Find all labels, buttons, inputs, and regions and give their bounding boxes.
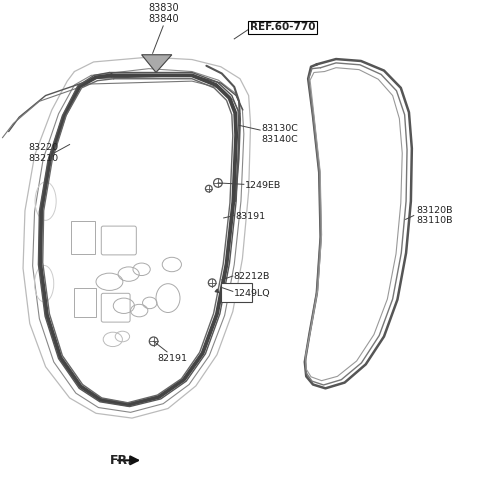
Text: 82191: 82191 bbox=[158, 354, 188, 363]
Text: REF.60-770: REF.60-770 bbox=[250, 22, 315, 32]
Text: 83220
83210: 83220 83210 bbox=[29, 144, 59, 163]
Text: 83191: 83191 bbox=[235, 212, 265, 221]
Bar bbox=[221, 283, 252, 302]
Text: 1249LQ: 1249LQ bbox=[234, 289, 270, 298]
Text: 83130C
83140C: 83130C 83140C bbox=[262, 124, 299, 144]
Text: 83830
83840: 83830 83840 bbox=[148, 3, 179, 25]
Text: FR.: FR. bbox=[109, 454, 132, 467]
Text: REF.60-770: REF.60-770 bbox=[250, 22, 315, 32]
Text: 83120B
83110B: 83120B 83110B bbox=[417, 206, 453, 225]
Text: 1249EB: 1249EB bbox=[245, 181, 281, 190]
Bar bbox=[71, 221, 95, 254]
Bar bbox=[74, 288, 96, 317]
Text: 82212B: 82212B bbox=[234, 273, 270, 281]
Polygon shape bbox=[142, 55, 172, 72]
